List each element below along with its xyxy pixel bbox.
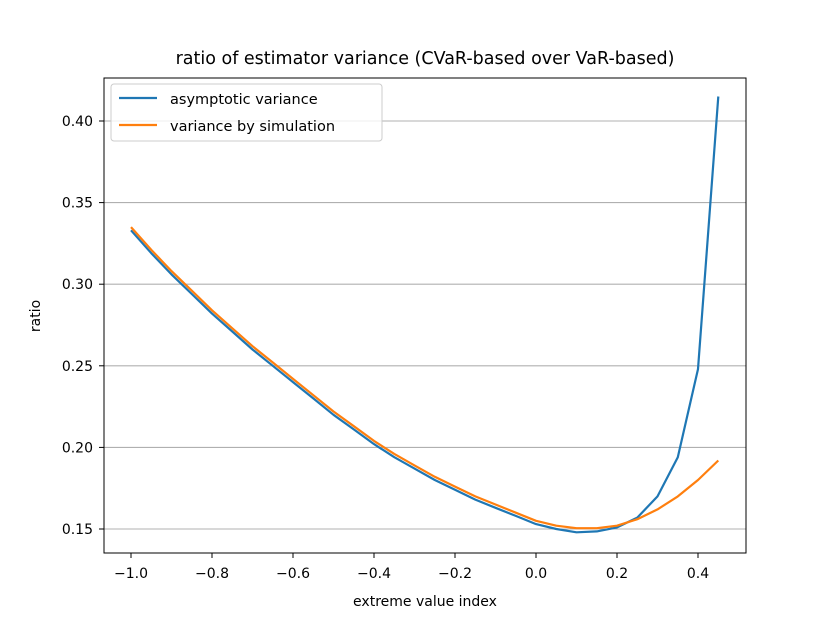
series-line-variance-by-simulation <box>130 226 720 530</box>
x-tick-label: 0.4 <box>687 566 709 582</box>
x-tick-label: −1.0 <box>114 566 148 582</box>
legend-label-asymptotic: asymptotic variance <box>170 92 318 108</box>
chart-title: ratio of estimator variance (CVaR-based … <box>176 49 675 69</box>
x-tick-label: 0.0 <box>525 566 547 582</box>
legend-box <box>110 83 383 142</box>
plot-frame <box>103 77 747 554</box>
legend: asymptotic variance variance by simulati… <box>110 83 383 142</box>
x-axis-label: extreme value index <box>353 594 497 610</box>
y-tick-label: 0.40 <box>62 114 93 130</box>
y-tick-label: 0.15 <box>62 522 93 538</box>
y-tick-label: 0.35 <box>62 196 93 212</box>
x-tick-label: −0.4 <box>357 566 391 582</box>
y-tick-label: 0.20 <box>62 440 93 456</box>
x-tick-label: −0.6 <box>276 566 310 582</box>
y-tick-label: 0.30 <box>62 277 93 293</box>
legend-label-simulation: variance by simulation <box>170 119 335 135</box>
series-line-asymptotic-variance <box>130 96 720 534</box>
y-axis-label: ratio <box>28 300 44 332</box>
y-tick-label: 0.25 <box>62 359 93 375</box>
x-tick-label: −0.2 <box>438 566 472 582</box>
x-tick-label: −0.8 <box>195 566 229 582</box>
x-tick-label: 0.2 <box>606 566 628 582</box>
